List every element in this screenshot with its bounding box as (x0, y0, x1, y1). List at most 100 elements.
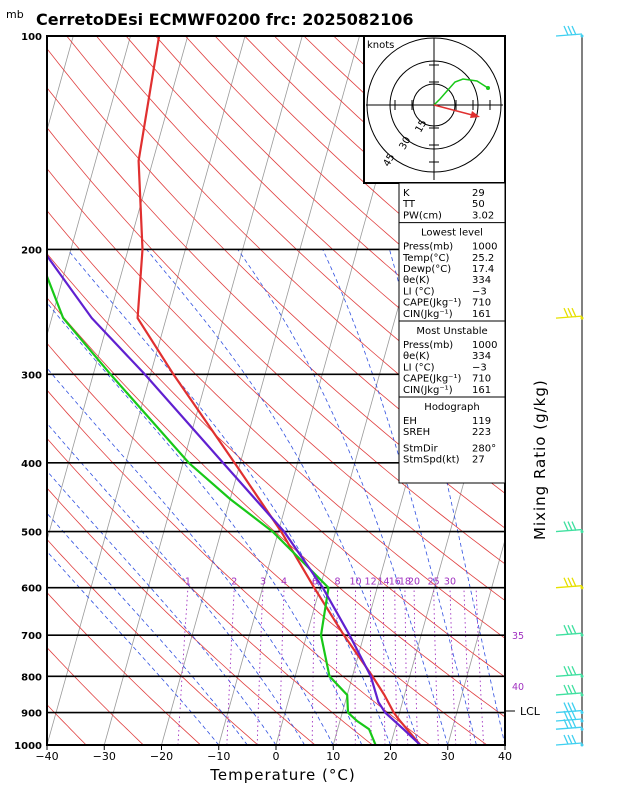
dry-adiabat (47, 210, 505, 639)
isotherm-line (562, 36, 618, 745)
pressure-tick-label: 100 (21, 32, 42, 43)
hodograph: knots 15 30 45 (363, 35, 506, 184)
index-table: K 29 TT 50 PW(cm) 3.02 Lowest level Press(mb) 10… (398, 182, 506, 484)
lowest-level-value: 1000 (472, 242, 497, 253)
mixing-ratio-label: 25 (428, 577, 440, 588)
temperature-tick-label: −30 (93, 750, 116, 763)
lowest-level-label: Press(mb) (403, 242, 453, 253)
index-top-label: K (403, 188, 410, 199)
sounding-profiles (47, 36, 422, 745)
dry-adiabat (47, 127, 505, 565)
most-unstable-label: CAPE(Jkg⁻¹) (403, 374, 461, 385)
wind-barb (555, 666, 584, 678)
wind-barb (555, 624, 584, 637)
most-unstable-value: 334 (472, 351, 491, 362)
dry-adiabat (47, 646, 144, 745)
mixing-ratio-axis-label: Mixing Ratio (g/kg) (531, 379, 549, 540)
wind-barb (555, 684, 584, 697)
pressure-unit-label: mb (6, 8, 24, 21)
wind-barb (555, 577, 584, 590)
mixing-ratio-label: 14 (377, 577, 389, 588)
temperature-tick-label: −40 (35, 750, 58, 763)
x-axis-label: Temperature (°C) (209, 766, 355, 784)
pressure-tick-label: 1000 (14, 741, 42, 752)
most-unstable-value: 1000 (472, 340, 497, 351)
moist-adiabat (146, 249, 420, 745)
most-unstable-label: θe(K) (403, 351, 430, 362)
storm-motion-value: 280° (472, 443, 496, 454)
lowest-level-value: 710 (472, 298, 491, 309)
wind-barbs (555, 25, 584, 747)
hodograph-index-value: 119 (472, 416, 491, 427)
lcl-label: LCL (520, 705, 541, 718)
hodograph-index-value: 223 (472, 427, 491, 438)
chart-title: CerretoDEsi ECMWF0200 frc: 2025082106 (36, 10, 414, 29)
isotherm-line (0, 36, 16, 745)
lowest-level-label: Temp(°C) (402, 253, 450, 264)
isotherm-line (103, 36, 303, 745)
dry-adiabat (47, 538, 259, 745)
lowest-level-label: θe(K) (403, 275, 430, 286)
isotherm-line (161, 36, 360, 745)
most-unstable-value: 710 (472, 374, 491, 385)
wind-barb (555, 734, 584, 747)
dewpoint-profile (47, 273, 377, 745)
wind-barb (555, 702, 584, 715)
pressure-tick-label: 500 (21, 528, 42, 539)
lowest-level-label: CAPE(Jkg⁻¹) (403, 298, 461, 309)
index-top-value: 3.02 (472, 210, 494, 221)
mixing-ratio-label: 16 (389, 577, 401, 588)
most-unstable-label: Press(mb) (403, 340, 453, 351)
dry-adiabat (47, 48, 505, 494)
most-unstable-value: 161 (472, 385, 491, 396)
index-top-value: 50 (472, 199, 485, 210)
temperature-tick-label: 10 (326, 750, 340, 763)
dry-adiabat (47, 342, 488, 745)
hodograph-unit-label: knots (367, 40, 394, 51)
dry-adiabat (47, 591, 201, 745)
temperature-tick-label: 30 (441, 750, 455, 763)
hodograph-index-label: SREH (403, 427, 430, 438)
lowest-level-value: −3 (472, 286, 487, 297)
index-top-label: PW(cm) (403, 210, 442, 221)
mixing-ratio-line (256, 587, 264, 745)
mixing-ratio-label: 12 (365, 577, 377, 588)
moist-adiabat (47, 512, 248, 745)
dry-adiabat (47, 253, 505, 678)
wind-barb (555, 307, 584, 320)
wind-barb (555, 521, 584, 534)
storm-motion-arrowhead (470, 111, 480, 118)
hodograph-header: Hodograph (424, 402, 479, 413)
storm-motion-label: StmSpd(kt) (403, 455, 460, 466)
storm-motion-label: StmDir (403, 443, 438, 454)
moist-adiabat (47, 422, 305, 745)
mixing-ratio-label: 30 (444, 577, 456, 588)
background-lines (0, 36, 618, 745)
moist-adiabat (47, 470, 277, 745)
wind-barb (555, 25, 584, 38)
pressure-tick-label: 300 (21, 370, 42, 381)
wind-barb (555, 718, 584, 731)
mixing-ratio-line (404, 587, 409, 745)
hodograph-index-label: EH (403, 416, 417, 427)
mixing-ratio-label: 3 (260, 577, 266, 588)
mixing-ratio-label: 8 (335, 577, 341, 588)
dry-adiabat (47, 87, 505, 529)
mixing-ratio-label: 4 (281, 577, 287, 588)
mixing-ratio-line (177, 587, 189, 745)
hodograph-trace-end (486, 86, 490, 90)
storm-motion-value: 27 (472, 455, 485, 466)
moist-adiabat (47, 367, 334, 745)
lowest-level-header: Lowest level (421, 228, 483, 239)
temperature-tick-label: 20 (384, 750, 398, 763)
pressure-tick-label: 400 (21, 459, 42, 470)
dry-adiabat (512, 36, 618, 745)
lowest-level-label: Dewp(°C) (403, 264, 451, 275)
lowest-level-label: LI (°C) (403, 286, 435, 297)
moist-adiabat (47, 550, 220, 745)
lowest-level-value: 17.4 (472, 264, 494, 275)
mixing-ratio-label: 18 (399, 577, 411, 588)
